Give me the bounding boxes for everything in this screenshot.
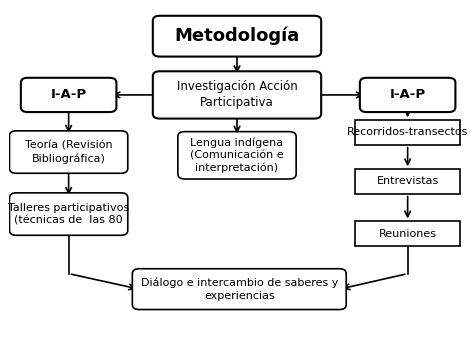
FancyBboxPatch shape xyxy=(153,16,321,56)
FancyBboxPatch shape xyxy=(21,78,117,112)
Text: Lengua indígena
(Comunicación e
interpretación): Lengua indígena (Comunicación e interpre… xyxy=(190,137,284,173)
Text: Entrevistas: Entrevistas xyxy=(376,176,439,186)
FancyBboxPatch shape xyxy=(9,131,128,173)
FancyBboxPatch shape xyxy=(360,78,456,112)
FancyBboxPatch shape xyxy=(356,221,460,246)
FancyBboxPatch shape xyxy=(178,132,296,179)
Text: I-A-P: I-A-P xyxy=(51,88,87,101)
Text: Metodología: Metodología xyxy=(174,27,300,46)
Text: Recorridos-transectos: Recorridos-transectos xyxy=(347,128,468,137)
Text: Investigación Acción
Participativa: Investigación Acción Participativa xyxy=(177,81,297,109)
FancyBboxPatch shape xyxy=(9,193,128,235)
Text: Diálogo e intercambio de saberes y
experiencias: Diálogo e intercambio de saberes y exper… xyxy=(141,278,338,301)
Text: I-A-P: I-A-P xyxy=(390,88,426,101)
FancyBboxPatch shape xyxy=(356,169,460,194)
FancyBboxPatch shape xyxy=(132,269,346,309)
Text: Teoría (Revisión
Bibliográfica): Teoría (Revisión Bibliográfica) xyxy=(25,140,112,164)
FancyBboxPatch shape xyxy=(356,120,460,145)
Text: Talleres participativos
(técnicas de  las 80: Talleres participativos (técnicas de las… xyxy=(8,203,129,225)
FancyBboxPatch shape xyxy=(153,71,321,119)
Text: Reuniones: Reuniones xyxy=(379,228,437,239)
